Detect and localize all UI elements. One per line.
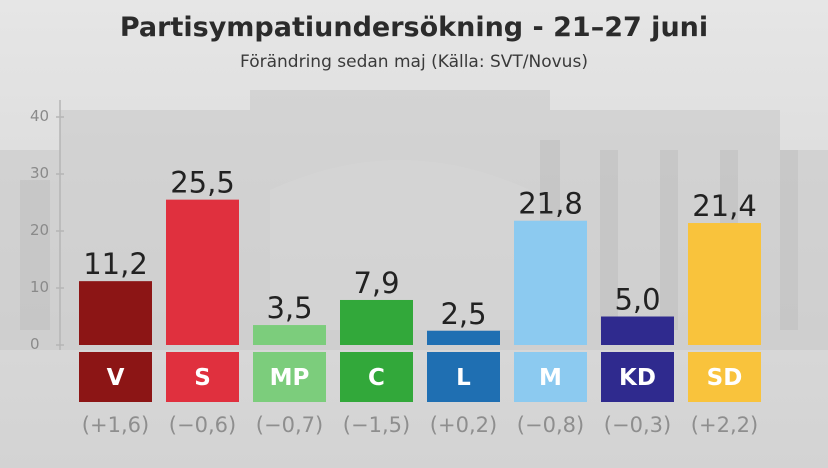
y-tick-label: 40 [30,107,49,125]
data-label-kd: 5,0 [614,283,660,317]
data-label-l: 2,5 [440,297,486,331]
change-label-s: (−0,6) [169,413,236,437]
party-label-m: M [539,365,562,391]
y-axis-ticks: 0 10 20 30 40 [30,107,64,353]
data-label-mp: 3,5 [266,291,312,325]
change-label-kd: (−0,3) [604,413,671,437]
party-box-l [427,352,500,402]
data-label-m: 21,8 [518,187,583,221]
party-box-kd [601,352,674,402]
change-label-c: (−1,5) [343,413,410,437]
party-label-s: S [194,365,211,391]
data-label-s: 25,5 [170,166,235,200]
data-label-c: 7,9 [353,266,399,300]
change-label-v: (+1,6) [82,413,149,437]
party-label-mp: MP [270,365,310,391]
change-label-m: (−0,8) [517,413,584,437]
bar-l [427,330,500,345]
change-label-mp: (−0,7) [256,413,323,437]
bar-sd [688,223,761,345]
y-tick-label: 30 [30,164,49,182]
bar-kd [601,316,674,345]
bar-c [340,299,413,345]
party-box-v [79,352,152,402]
chart-title: Partisympatiundersökning - 21–27 juni [119,12,709,43]
bar-m [514,220,587,345]
bar-v [79,281,152,345]
party-label-l: L [456,365,471,391]
party-label-kd: KD [619,365,656,391]
party-box-s [166,352,239,402]
data-label-sd: 21,4 [692,189,757,223]
chart-subtitle: Förändring sedan maj (Källa: SVT/Novus) [240,52,588,72]
party-label-sd: SD [707,365,743,391]
y-tick-label: 20 [30,221,49,239]
data-label-v: 11,2 [83,247,148,281]
bar-s [166,199,239,345]
party-box-m [514,352,587,402]
y-tick-label: 0 [30,335,40,353]
party-box-c [340,352,413,402]
bar-mp [253,325,326,345]
y-tick-label: 10 [30,278,49,296]
bars: 11,2 V (+1,6) 25,5 S (−0,6) 3,5 MP (−0,7) 7,9 C (−1… [79,166,761,437]
party-box-sd [688,352,761,402]
party-label-v: V [107,365,125,391]
change-label-l: (+0,2) [430,413,497,437]
party-label-c: C [368,365,385,391]
party-box-mp [253,352,326,402]
change-label-sd: (+2,2) [691,413,758,437]
